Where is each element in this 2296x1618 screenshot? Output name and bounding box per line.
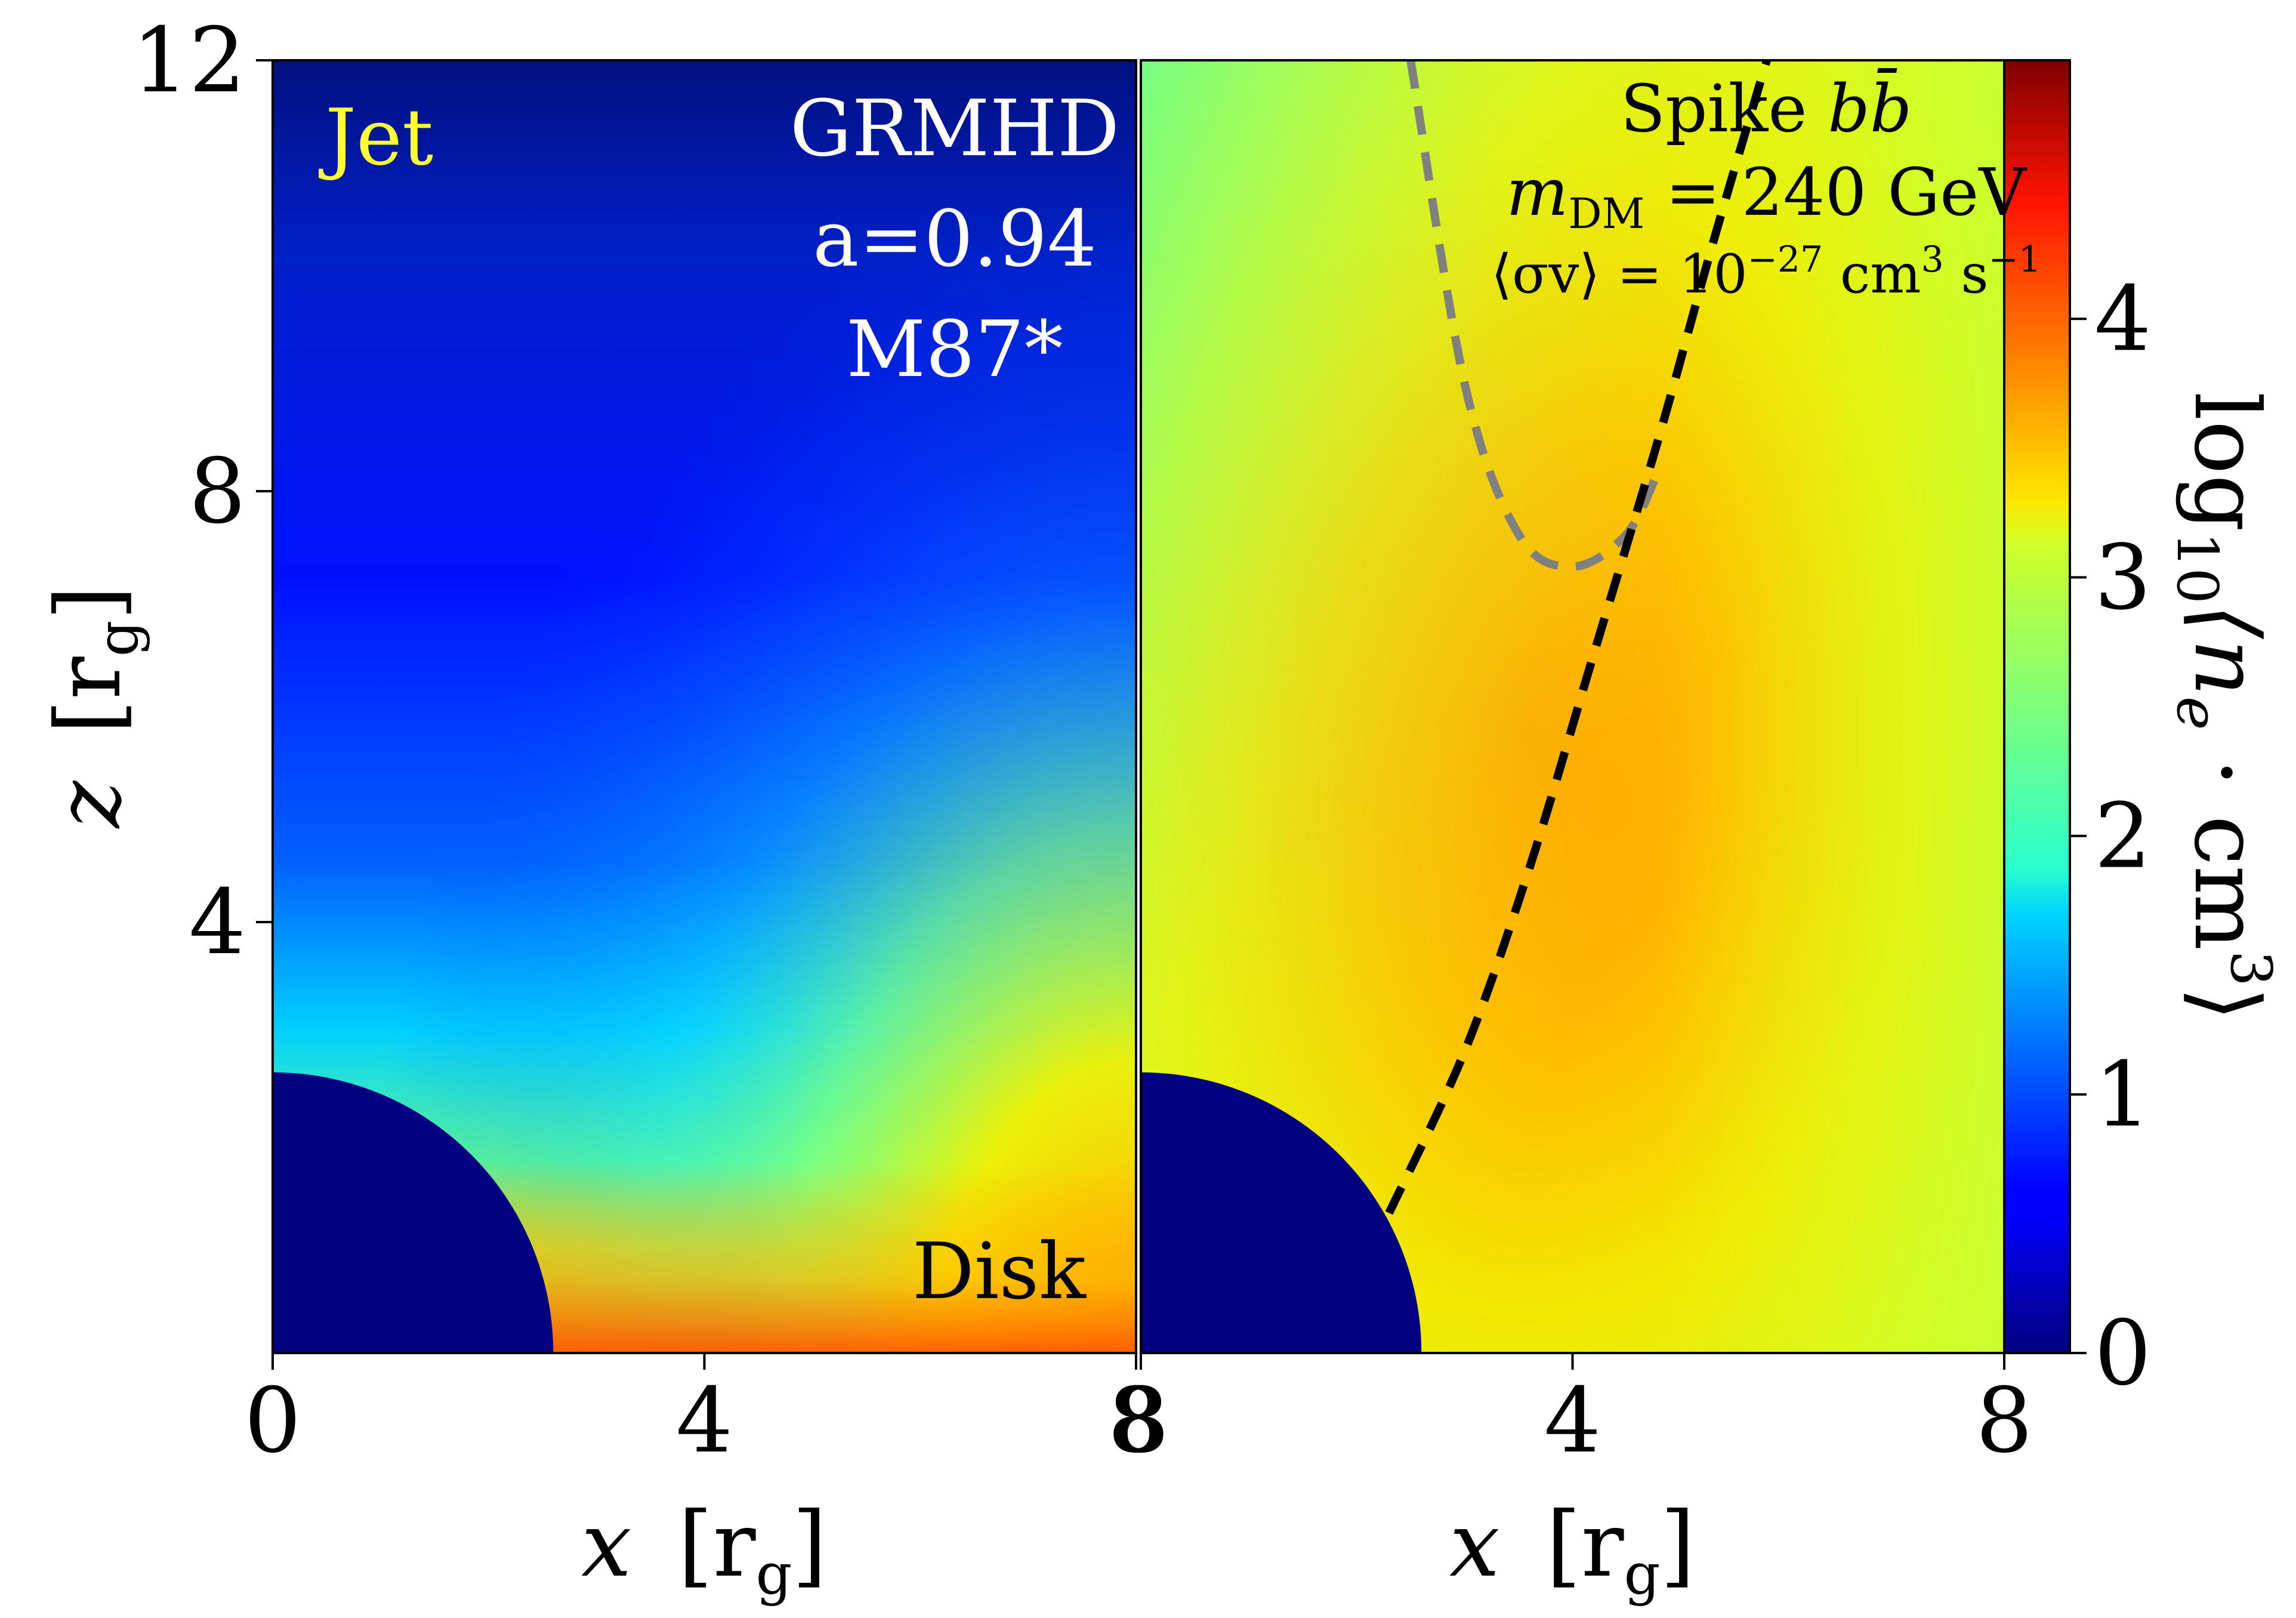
model-annotation-line1: GRMHD	[790, 83, 1119, 174]
colorbar-tick-label: 2	[2094, 785, 2151, 889]
y-tick-label: 8	[189, 440, 246, 544]
colorbar-tick-label: 3	[2094, 526, 2151, 630]
colorbar-gradient	[2004, 60, 2070, 1353]
jet-annotation: Jet	[319, 92, 433, 183]
colorbar-label: log10⟨ne · cm3⟩	[2164, 392, 2283, 1022]
x-tick-label: 8	[1112, 1369, 1169, 1473]
colorbar-tick-label: 1	[2094, 1043, 2151, 1147]
left-panel	[273, 60, 1136, 1353]
right-x-axis-label: x [rg]	[1449, 1493, 1695, 1607]
left-horizon	[273, 1072, 554, 1353]
x-tick-label: 8	[1107, 1369, 1164, 1473]
left-y-ticks: 4 8 12	[132, 9, 273, 975]
x-tick-label: 4	[676, 1369, 733, 1473]
right-panel	[1141, 60, 2004, 1353]
model-annotation-line2: a=0.94	[813, 193, 1097, 284]
colorbar-frame	[2003, 59, 2071, 1354]
colorbar: 0 1 2 3 4	[2003, 59, 2151, 1406]
colorbar-tick-label: 0	[2094, 1302, 2151, 1406]
spike-annotation-line3: ⟨σv⟩ = 10−27 cm3 s−1	[1491, 239, 2041, 306]
y-tick-label: 4	[189, 871, 246, 975]
colorbar-ticks: 0 1 2 3 4	[2070, 267, 2151, 1406]
right-x-ticks: 8 4 8	[1112, 1353, 2033, 1473]
left-x-axis-label: x [rg]	[581, 1493, 827, 1607]
left-x-ticks: 0 4 8	[244, 1353, 1165, 1473]
model-annotation-line3: M87*	[846, 304, 1063, 395]
x-tick-label: 0	[244, 1369, 301, 1473]
y-axis-label: z [rg]	[37, 585, 151, 829]
colorbar-tick-label: 4	[2094, 267, 2151, 371]
spike-annotation-line1: Spike bb̄	[1621, 68, 1912, 147]
spike-annotation-line2: mDM = 240 GeV	[1506, 154, 2027, 238]
right-horizon	[1141, 1072, 1422, 1353]
disk-annotation: Disk	[912, 1226, 1087, 1317]
x-tick-label: 8	[1976, 1369, 2032, 1473]
y-tick-label: 12	[132, 9, 246, 113]
x-tick-label: 4	[1544, 1369, 1601, 1473]
